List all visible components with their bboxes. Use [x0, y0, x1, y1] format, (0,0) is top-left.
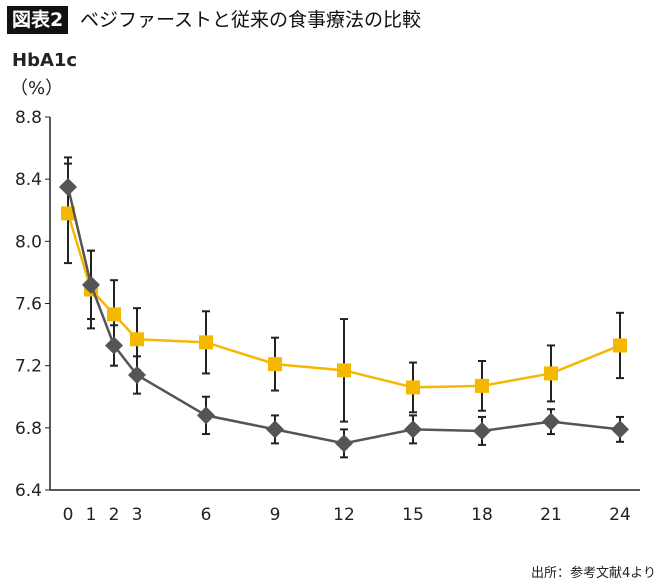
data-point-square: [61, 206, 75, 221]
x-tick-label: 2: [109, 505, 120, 525]
data-point-square: [199, 335, 213, 350]
x-tick-label: 0: [63, 505, 74, 525]
y-axis-label: HbA1c: [12, 50, 78, 71]
data-point-diamond: [59, 177, 77, 196]
data-point-diamond: [542, 412, 560, 431]
data-point-square: [337, 363, 351, 378]
data-point-diamond: [105, 336, 123, 355]
x-tick-label: 12: [333, 505, 355, 525]
data-point-square: [544, 366, 558, 381]
data-point-diamond: [128, 365, 146, 384]
data-point-square: [268, 357, 282, 372]
y-axis-unit: （%）: [10, 78, 64, 99]
y-tick-label: 8.4: [15, 170, 42, 190]
source-note: 出所：参考文献4より: [530, 566, 656, 581]
y-tick-label: 8.8: [15, 108, 42, 128]
x-tick-label: 24: [609, 505, 631, 525]
y-tick-label: 7.2: [15, 357, 42, 377]
chart-title: ベジファーストと従来の食事療法の比較: [80, 9, 422, 31]
y-tick-label: 7.6: [15, 295, 42, 315]
y-tick-label: 8.0: [15, 232, 42, 252]
figure-badge: 図表2: [7, 6, 69, 34]
x-tick-label: 15: [402, 505, 424, 525]
data-point-diamond: [473, 421, 491, 440]
data-point-square: [475, 378, 489, 393]
data-point-diamond: [404, 420, 422, 439]
x-tick-label: 3: [132, 505, 143, 525]
x-tick-label: 21: [540, 505, 562, 525]
data-point-square: [130, 332, 144, 347]
data-point-square: [406, 380, 420, 395]
x-tick-label: 1: [86, 505, 97, 525]
data-point-diamond: [335, 434, 353, 453]
data-point-square: [107, 307, 121, 322]
x-tick-label: 9: [270, 505, 281, 525]
y-tick-label: 6.8: [15, 419, 42, 439]
data-point-diamond: [266, 420, 284, 439]
x-tick-label: 6: [201, 505, 212, 525]
data-point-diamond: [82, 275, 100, 294]
x-tick-label: 18: [471, 505, 493, 525]
data-point-diamond: [197, 406, 215, 425]
data-point-square: [613, 338, 627, 353]
y-tick-label: 6.4: [15, 481, 42, 501]
data-point-diamond: [611, 420, 629, 439]
